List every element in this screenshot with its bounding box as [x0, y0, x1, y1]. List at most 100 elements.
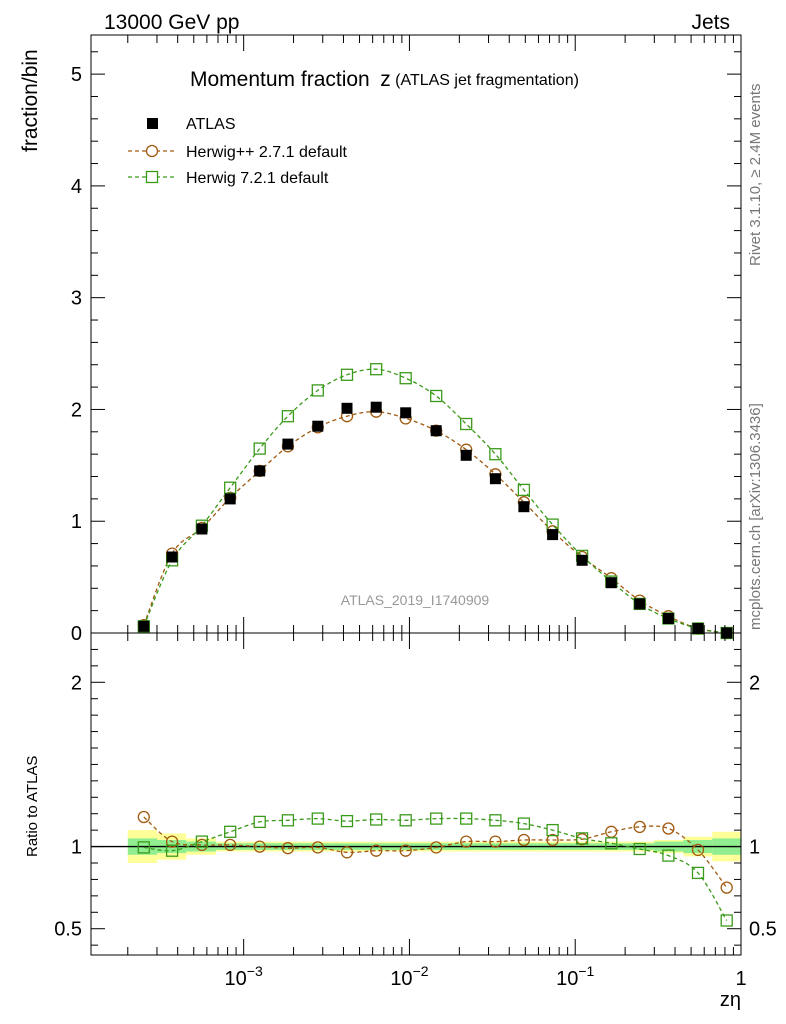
main-ylabel: fraction/bin	[19, 49, 42, 152]
data-point-atlas	[605, 577, 617, 589]
analysis-label: ATLAS_2019_I1740909	[341, 592, 490, 608]
ratio-ytick-label-left: 0.5	[54, 919, 82, 941]
chart-title-symbol: z	[380, 68, 391, 91]
marker-herwig7	[311, 384, 324, 397]
ratio-marker-herwigpp	[340, 846, 354, 859]
ratio-marker-herwig7	[605, 837, 618, 850]
x-axis-label: zη	[720, 989, 741, 1011]
data-point-atlas	[341, 402, 353, 414]
ratio-marker-herwig7	[546, 823, 559, 837]
xtick-label-exponent: −1	[578, 963, 594, 979]
ratio-line-herwigpp	[143, 816, 728, 888]
data-point-atlas	[138, 620, 150, 632]
ratio-marker-herwigpp	[253, 840, 266, 853]
chart-title-note: (ATLAS jet fragmentation)	[395, 72, 579, 89]
ratio-marker-herwigpp	[165, 835, 179, 848]
ratio-marker-herwigpp	[430, 841, 443, 854]
ratio-ytick-label-right: 2	[749, 672, 760, 694]
ratio-marker-herwig7	[399, 814, 412, 827]
ratio-marker-herwig7	[311, 812, 324, 825]
marker-herwig7	[489, 448, 502, 461]
process-label: Jets	[691, 11, 730, 34]
ratio-ylabel: Ratio to ATLAS	[24, 756, 41, 857]
energy-label: 13000 GeV pp	[104, 11, 239, 34]
main-ytick-label: 5	[71, 64, 82, 86]
legend-label-atlas: ATLAS	[186, 116, 236, 133]
xtick-label: 1	[735, 968, 746, 990]
ratio-marker-herwigpp	[662, 822, 675, 835]
ratio-marker-herwigpp	[720, 881, 733, 894]
ratio-marker-herwig7	[165, 844, 179, 857]
ratio-marker-herwig7	[137, 841, 150, 854]
ratio-line-herwig7	[143, 817, 728, 921]
ratio-marker-herwigpp	[489, 835, 502, 848]
ratio-plot-area	[91, 810, 741, 927]
data-point-atlas	[547, 529, 559, 541]
ratio-marker-herwigpp	[633, 820, 646, 834]
data-point-atlas	[576, 554, 588, 566]
xtick-label: 10−2	[390, 963, 428, 990]
ratio-marker-herwigpp	[281, 842, 295, 855]
data-point-atlas	[692, 623, 704, 634]
marker-herwig7	[224, 481, 237, 494]
data-point-atlas	[662, 613, 674, 624]
ratio-marker-herwigpp	[370, 844, 383, 857]
ratio-marker-herwigpp	[546, 833, 559, 847]
marker-herwig7	[340, 368, 354, 381]
data-point-atlas	[166, 551, 178, 563]
data-point-atlas	[518, 501, 530, 513]
xtick-label: 10−1	[556, 963, 594, 990]
data-point-atlas	[430, 425, 442, 437]
ratio-marker-herwigpp	[460, 835, 473, 848]
data-point-atlas	[634, 598, 646, 610]
main-ytick-label: 3	[71, 288, 82, 310]
marker-herwig7	[370, 363, 383, 376]
data-point-atlas	[400, 407, 412, 419]
data-point-atlas	[460, 449, 472, 461]
data-point-atlas	[196, 523, 208, 535]
marker-herwig7	[281, 410, 295, 423]
main-plot-area	[137, 363, 733, 640]
ratio-ytick-label-left: 2	[71, 672, 82, 694]
xtick-label-base: 10	[556, 968, 578, 990]
legend-label-herwigpp: Herwig++ 2.7.1 default	[186, 144, 348, 161]
ratio-marker-herwig7	[195, 835, 209, 848]
main-ytick-label: 1	[71, 511, 82, 533]
ratio-marker-herwig7	[340, 814, 354, 828]
ratio-marker-herwig7	[517, 817, 531, 830]
xtick-label: 10−3	[225, 963, 263, 990]
chart-title-main: Momentum fraction	[190, 68, 370, 91]
legend-marker-herwig7	[145, 170, 159, 184]
ratio-marker-herwig7	[370, 813, 383, 826]
data-point-atlas	[489, 473, 501, 485]
data-point-atlas	[370, 401, 382, 413]
ratio-ytick-label-right: 0.5	[749, 919, 777, 941]
data-point-atlas	[282, 438, 294, 450]
ratio-ytick-label-right: 1	[749, 837, 760, 859]
marker-herwig7	[430, 389, 443, 403]
marker-herwig7	[517, 483, 531, 497]
ratio-marker-herwigpp	[517, 833, 531, 847]
marker-herwig7	[460, 417, 473, 431]
xtick-label-base: 10	[390, 968, 412, 990]
ratio-marker-herwig7	[575, 832, 589, 845]
ratio-marker-herwigpp	[399, 844, 412, 857]
main-ytick-label: 0	[71, 623, 82, 645]
ratio-marker-herwig7	[281, 814, 295, 827]
legend-marker-herwigpp	[145, 144, 159, 158]
xtick-label-base: 1	[735, 968, 746, 990]
xtick-label-base: 10	[225, 968, 247, 990]
ratio-marker-herwig7	[691, 866, 705, 880]
data-point-atlas	[254, 465, 266, 477]
ratio-marker-herwigpp	[311, 841, 324, 854]
main-ytick-label: 4	[71, 176, 82, 198]
ratio-marker-herwig7	[430, 812, 443, 825]
marker-herwig7	[253, 442, 266, 455]
ratio-marker-herwig7	[253, 815, 266, 829]
ratio-marker-herwigpp	[691, 843, 705, 857]
xtick-label-exponent: −2	[413, 963, 429, 979]
marker-herwig7	[399, 372, 412, 385]
data-point-atlas	[312, 420, 324, 432]
legend-label-herwig7: Herwig 7.2.1 default	[186, 170, 329, 187]
